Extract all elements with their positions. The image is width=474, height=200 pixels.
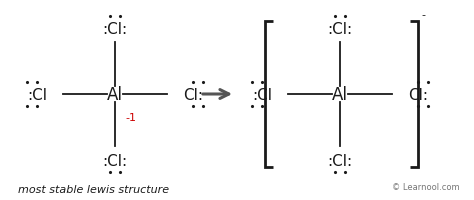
- Text: :Cl:: :Cl:: [102, 153, 128, 168]
- Text: :Cl:: :Cl:: [328, 21, 353, 36]
- Text: -1: -1: [125, 112, 136, 122]
- Text: Cl:: Cl:: [183, 87, 203, 102]
- Text: Al: Al: [332, 86, 348, 103]
- Text: :Cl:: :Cl:: [102, 21, 128, 36]
- Text: Al: Al: [107, 86, 123, 103]
- Text: © Learnool.com: © Learnool.com: [392, 182, 460, 191]
- Text: :Cl: :Cl: [27, 87, 47, 102]
- Text: :Cl:: :Cl:: [328, 153, 353, 168]
- Text: most stable lewis structure: most stable lewis structure: [18, 184, 169, 194]
- Text: :Cl: :Cl: [252, 87, 272, 102]
- Text: Cl:: Cl:: [408, 87, 428, 102]
- Text: -: -: [421, 10, 425, 20]
